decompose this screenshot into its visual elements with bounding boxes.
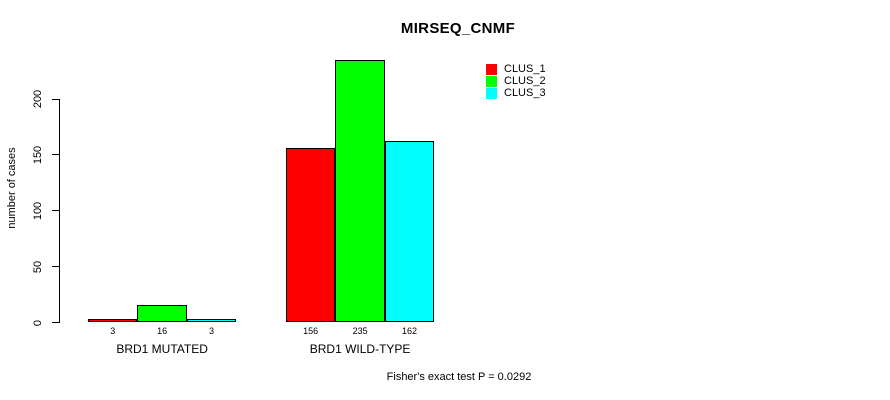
- bar-clus_3-2: [384, 141, 435, 323]
- category-label: BRD1 WILD-TYPE: [309, 342, 411, 356]
- legend-label: CLUS_2: [504, 74, 546, 87]
- legend-label: CLUS_1: [504, 62, 546, 75]
- footnote-text: Fisher's exact test P = 0.0292: [386, 371, 532, 383]
- legend-item-clus_3: CLUS_3: [486, 88, 546, 100]
- y-tick-label: 100: [32, 201, 44, 220]
- bar-clus_1-1: [88, 319, 138, 323]
- y-tick-label: 150: [32, 145, 44, 165]
- y-tick-mark: [52, 322, 59, 323]
- bar-value-label: 3: [110, 326, 116, 336]
- bar-value-label: 3: [208, 326, 214, 336]
- y-tick-mark: [52, 266, 59, 268]
- legend-item-clus_2: CLUS_2: [486, 75, 546, 87]
- legend-swatch-clus_1: [486, 63, 497, 75]
- bar-clus_1-2: [286, 148, 336, 323]
- bar-value-label: 162: [401, 326, 417, 336]
- bar-value-label: 235: [352, 326, 368, 336]
- legend-swatch-clus_2: [486, 75, 497, 87]
- bar-clus_2-1: [137, 304, 187, 323]
- bar-value-label: 16: [157, 326, 168, 336]
- legend-item-clus_1: CLUS_1: [486, 63, 546, 75]
- y-axis-line: [59, 99, 60, 323]
- y-tick-mark: [52, 98, 59, 100]
- y-tick-label: 200: [32, 89, 44, 109]
- legend-label: CLUS_3: [504, 87, 546, 100]
- y-tick-mark: [52, 154, 59, 156]
- legend: CLUS_1 CLUS_2 CLUS_3: [486, 63, 546, 100]
- category-label: BRD1 MUTATED: [116, 342, 208, 356]
- bar-value-label: 156: [303, 326, 319, 336]
- y-tick-label: 0: [32, 319, 44, 326]
- y-tick-label: 50: [32, 260, 44, 273]
- y-tick-mark: [52, 210, 59, 212]
- y-axis-label: number of cases: [6, 147, 18, 229]
- bar-clus_3-1: [186, 319, 237, 323]
- legend-swatch-clus_3: [486, 88, 497, 100]
- bar-clus_2-2: [335, 59, 385, 323]
- chart-title: MIRSEQ_CNMF: [400, 20, 516, 37]
